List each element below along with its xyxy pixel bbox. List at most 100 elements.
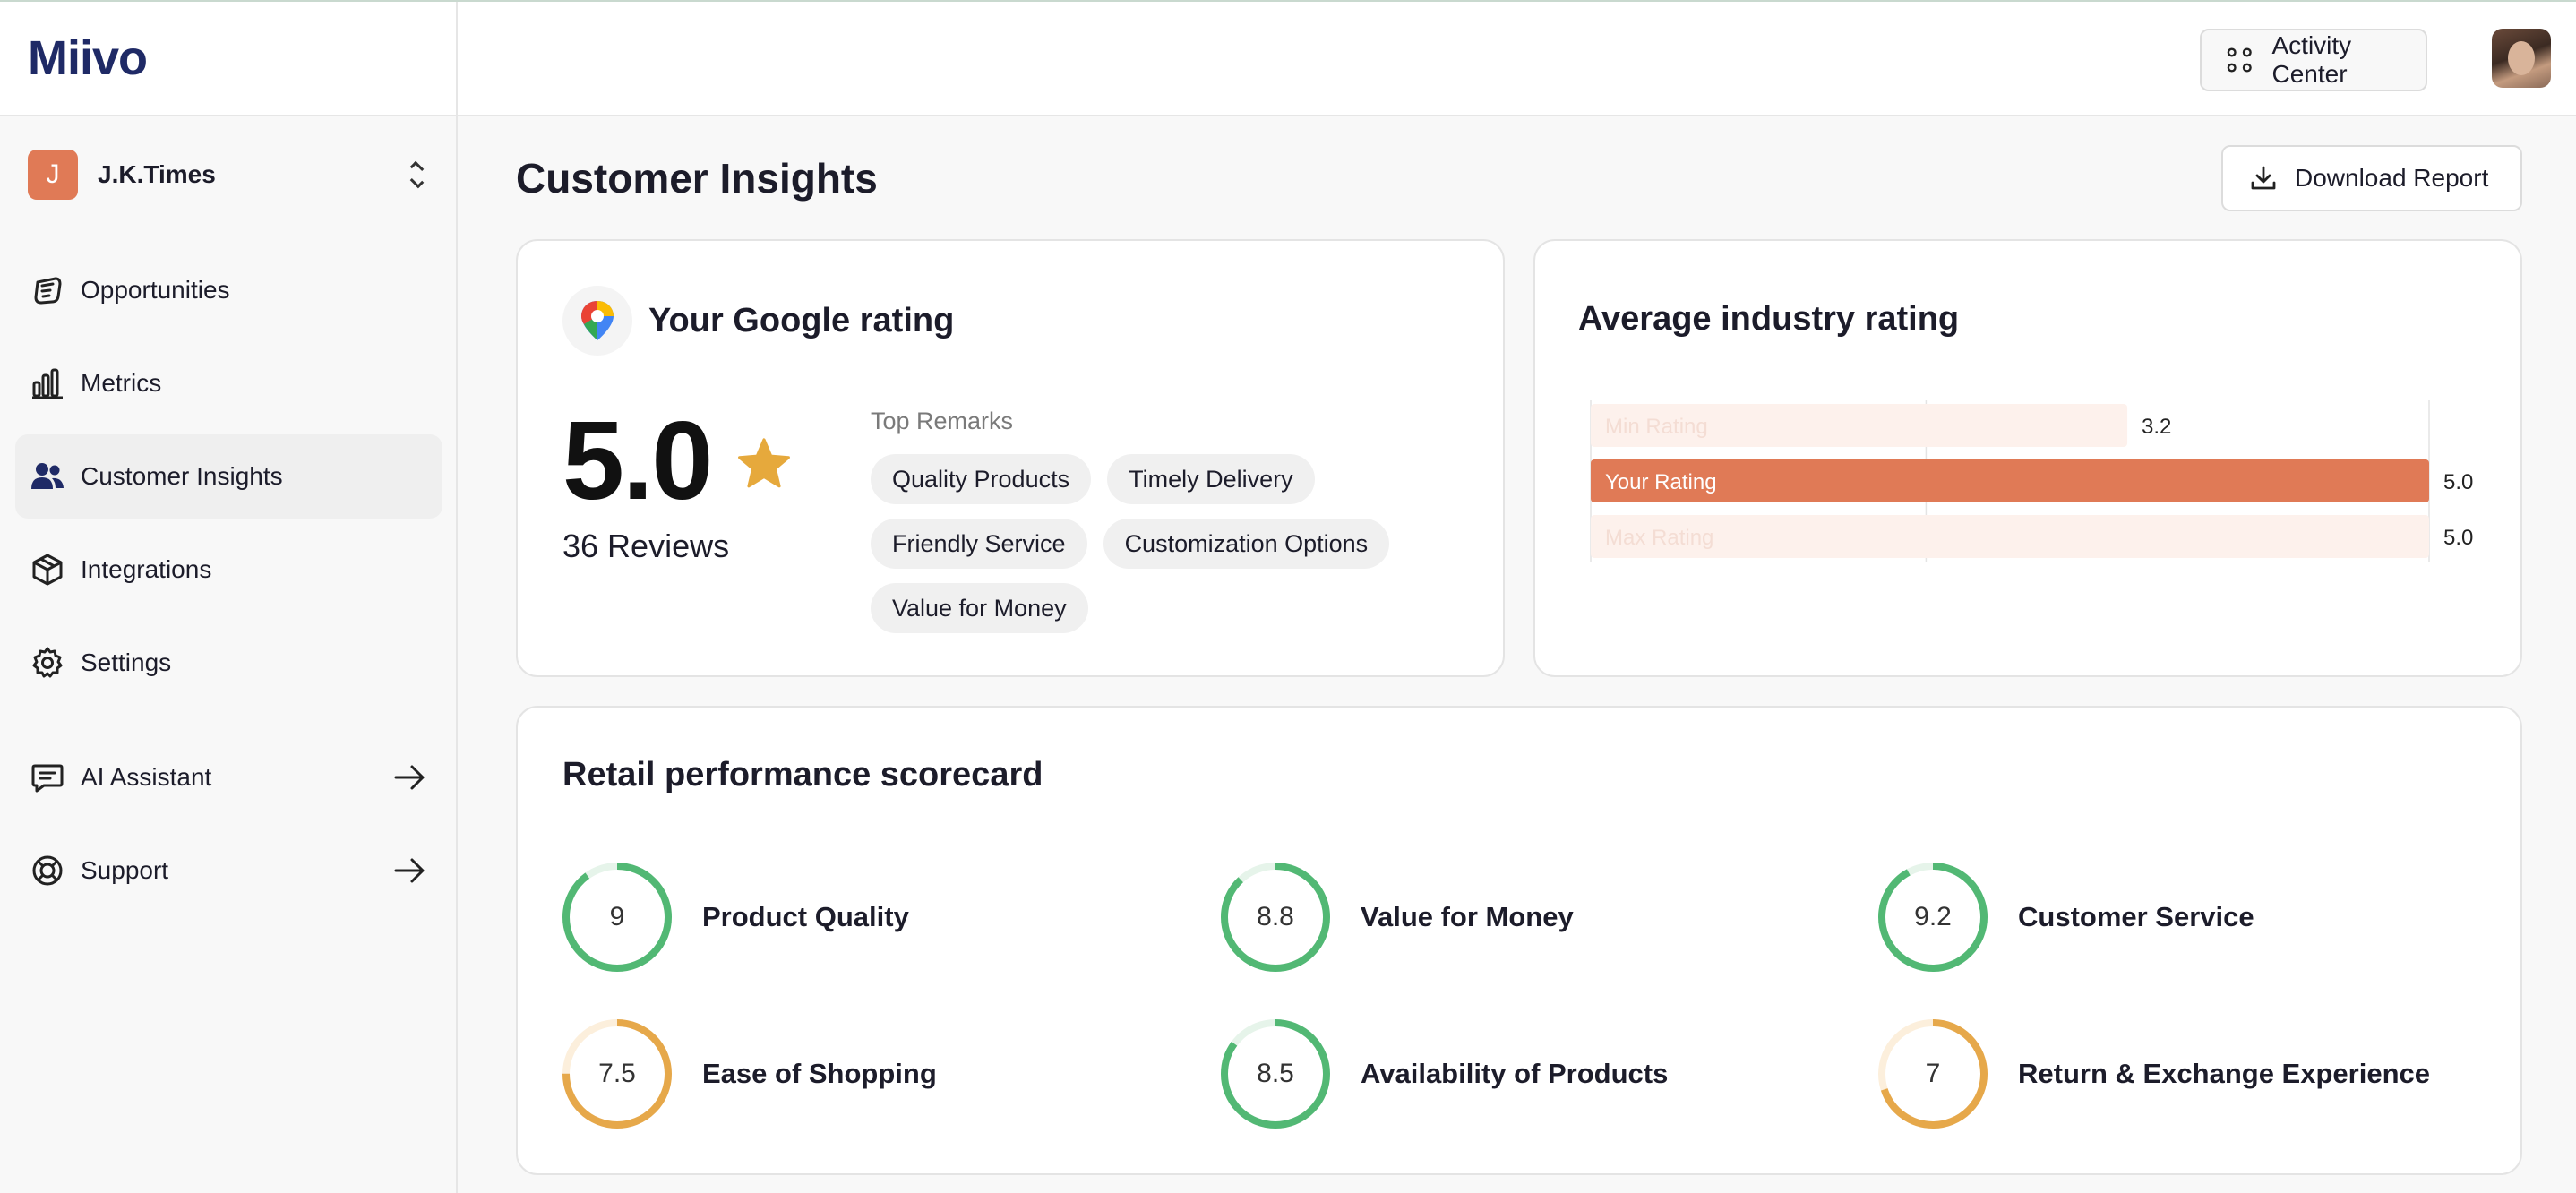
score-value: 8.8 [1257,902,1294,931]
sidebar-item-opportunities[interactable]: Opportunities [15,248,442,332]
users-icon [30,459,64,494]
logo-bar: Miivo [0,2,456,116]
arrow-right-icon [394,858,425,883]
user-avatar[interactable] [2492,29,2551,88]
sidebar-item-integrations[interactable]: Integrations [15,528,442,612]
sidebar-item-label: Support [81,856,169,884]
activity-center-button[interactable]: Activity Center [2200,29,2427,91]
download-report-label: Download Report [2295,164,2489,192]
score-ring: 7.5 [561,1017,674,1130]
ring-progress [1878,863,1988,972]
metric-return-exchange: 7 Return & Exchange Experience [1876,1017,2432,1131]
metrics-bar-icon [30,366,64,400]
score-ring: 8.8 [1219,861,1332,974]
google-rating-value: 5.0 [562,399,713,523]
score-ring: 8.5 [1219,1017,1332,1130]
scorecard-card: Retail performance scorecard 9 Product Q… [516,706,2522,1175]
ring-progress [1221,863,1330,972]
industry-rating-chart: Min Rating 3.2 Your Rating 5.0 Max Rating 5.0 [1590,400,2473,562]
metric-customer-service: 9.2 Customer Service [1876,860,2432,974]
bar [1591,515,2429,558]
score-value: 7 [1925,1059,1941,1088]
score-ring-graphic [562,1019,672,1129]
score-ring: 7 [1876,1017,1989,1130]
score-ring: 9 [561,861,674,974]
sidebar-item-metrics[interactable]: Metrics [15,341,442,425]
sidebar-item-label: Opportunities [81,276,230,304]
activity-center-label: Activity Center [2271,31,2352,88]
metric-label: Ease of Shopping [702,1058,937,1089]
industry-rating-title: Average industry rating [1578,300,1960,338]
sidebar: Miivo J J.K.Times Opportunities Metrics … [0,2,458,1193]
arrow-right-icon [394,765,425,790]
bar-value-label: 3.2 [2142,415,2171,439]
logo-text: Miivo [28,31,148,85]
metric-product-quality: 9 Product Quality [561,860,1116,974]
sidebar-item-label: Metrics [81,369,162,397]
metric-label: Availability of Products [1361,1058,1669,1089]
ring-progress [1221,1019,1330,1129]
google-rating-card: Your Google rating 5.0 36 Reviews Top Re… [516,239,1505,677]
opportunities-icon [30,273,64,307]
top-remarks-title: Top Remarks [871,408,1014,434]
metric-label: Customer Service [2018,901,2254,932]
lifebuoy-icon [30,854,64,888]
metric-label: Product Quality [702,901,909,932]
page-title: Customer Insights [516,155,878,202]
sidebar-item-settings[interactable]: Settings [15,621,442,705]
download-report-button[interactable]: Download Report [2221,145,2522,211]
sidebar-item-customer-insights[interactable]: Customer Insights [15,434,442,519]
scorecard-title: Retail performance scorecard [562,756,1043,794]
remark-chip: Friendly Service [871,519,1087,569]
metric-label: Return & Exchange Experience [2018,1058,2430,1089]
workspace-avatar: J [28,150,78,200]
bar-category-label: Your Rating [1605,470,1717,494]
app-logo[interactable]: Miivo [28,30,148,86]
sidebar-item-label: AI Assistant [81,763,212,791]
grid-dots-icon [2227,47,2252,73]
sidebar-item-label: Integrations [81,555,212,583]
chevron-up-down-icon [406,159,427,191]
sidebar-item-support[interactable]: Support [15,828,442,913]
score-ring-graphic [1878,1019,1988,1129]
score-value: 9 [609,902,625,931]
bar-category-label: Max Rating [1605,526,1713,550]
score-value: 9.2 [1914,902,1952,931]
score-value: 8.5 [1257,1059,1294,1088]
metric-value-for-money: 8.8 Value for Money [1219,860,1774,974]
ring-progress [1878,1019,1988,1129]
bar-value-label: 5.0 [2443,526,2473,550]
bar-value-label: 5.0 [2443,470,2473,494]
google-maps-pin-icon [562,286,632,356]
sidebar-item-ai-assistant[interactable]: AI Assistant [15,735,442,820]
google-rating-title: Your Google rating [648,302,955,339]
remark-chip: Timely Delivery [1107,454,1315,504]
workspace-name: J.K.Times [98,160,216,188]
score-ring-graphic [562,863,672,972]
remark-chip: Customization Options [1103,519,1390,569]
download-icon [2251,166,2276,190]
score-ring-graphic [1878,863,1988,972]
star-icon [738,438,790,488]
bar [1591,404,2128,447]
metric-label: Value for Money [1361,901,1574,932]
remark-chip: Value for Money [871,583,1088,633]
score-ring-graphic [1221,1019,1330,1129]
remark-chips: Quality Products Timely Delivery Friendl… [871,454,1453,633]
bar [1591,459,2429,502]
remark-chip: Quality Products [871,454,1092,504]
bar-category-label: Min Rating [1605,415,1708,439]
metric-availability-of-products: 8.5 Availability of Products [1219,1017,1774,1131]
sidebar-item-label: Customer Insights [81,462,283,490]
score-ring: 9.2 [1876,861,1989,974]
package-icon [30,553,64,587]
score-ring-graphic [1221,863,1330,972]
gear-icon [30,646,64,680]
chat-icon [30,760,64,794]
ring-progress [562,1019,672,1129]
workspace-switcher[interactable]: J J.K.Times [28,148,427,202]
score-value: 7.5 [598,1059,636,1088]
metric-ease-of-shopping: 7.5 Ease of Shopping [561,1017,1116,1131]
review-count: 36 Reviews [562,528,730,564]
sidebar-item-label: Settings [81,648,172,676]
